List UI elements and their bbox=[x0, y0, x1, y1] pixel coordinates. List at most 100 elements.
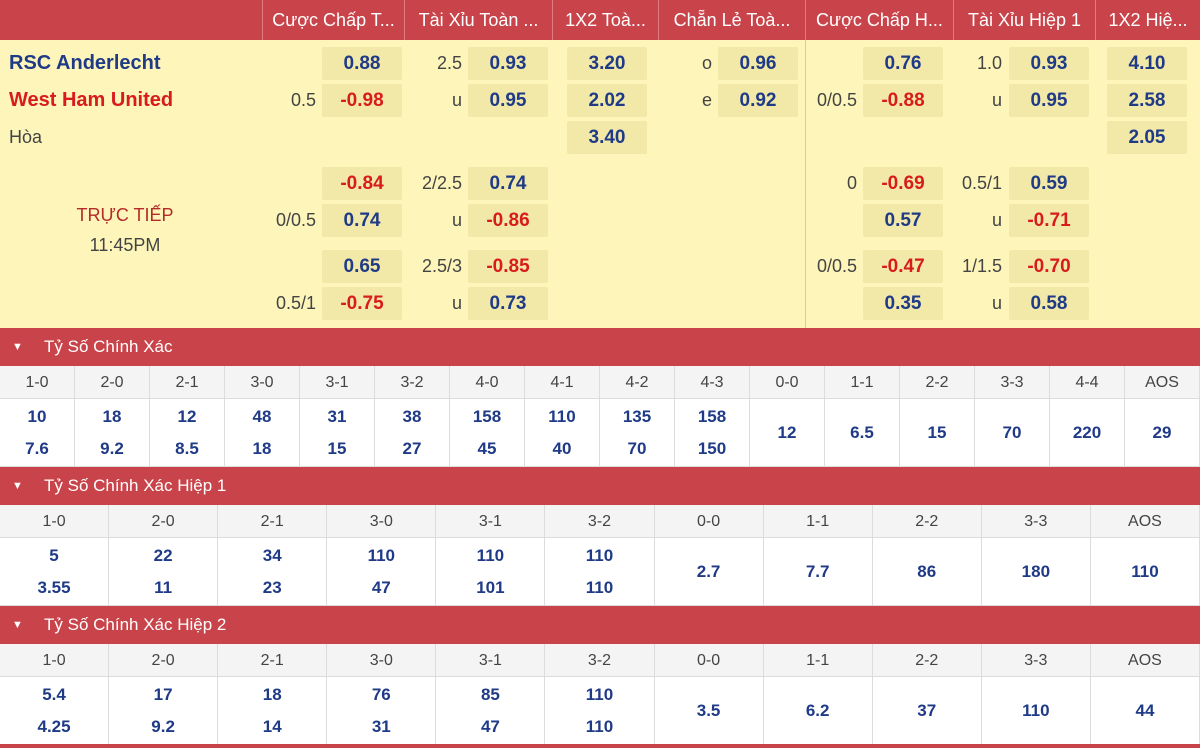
away-score-odd[interactable]: 23 bbox=[262, 578, 282, 597]
home-score-odd[interactable]: 31 bbox=[327, 407, 347, 426]
home-score-odd[interactable]: 158 bbox=[697, 407, 727, 426]
ft-ou-under-odd[interactable]: 0.95 bbox=[468, 84, 548, 117]
home-score-odd[interactable]: 48 bbox=[252, 407, 272, 426]
away-score-odd[interactable]: 110 bbox=[585, 717, 614, 736]
away-score-odd[interactable]: 31 bbox=[371, 717, 391, 736]
away-score-odd[interactable]: 14 bbox=[262, 717, 282, 736]
ft-hdp-away-odd[interactable]: -0.98 bbox=[322, 84, 402, 117]
draw-score-odd[interactable]: 37 bbox=[917, 701, 937, 720]
chevron-down-icon[interactable]: ▼ bbox=[12, 619, 23, 631]
ft-hdp-alt1-home-odd[interactable]: -0.84 bbox=[322, 167, 402, 200]
draw-score-odd[interactable]: 110 bbox=[1131, 562, 1159, 581]
home-score-odd[interactable]: 110 bbox=[367, 546, 396, 565]
h1-ou-under-odd[interactable]: 0.95 bbox=[1009, 84, 1089, 117]
ft-hdp-alt2-home-odd[interactable]: 0.65 bbox=[322, 250, 402, 283]
ft-ou-alt2-under-odd[interactable]: 0.73 bbox=[468, 287, 548, 320]
ft-ou-alt2-over-odd[interactable]: -0.85 bbox=[468, 250, 548, 283]
away-score-odd[interactable]: 101 bbox=[476, 578, 505, 597]
draw-score-odd[interactable]: 2.7 bbox=[696, 562, 721, 581]
home-score-odd[interactable]: 110 bbox=[548, 407, 576, 426]
home-score-odd[interactable]: 34 bbox=[262, 546, 282, 565]
away-score-odd[interactable]: 150 bbox=[697, 439, 727, 458]
draw-score-odd[interactable]: 220 bbox=[1072, 423, 1102, 442]
draw-score-odd[interactable]: 7.7 bbox=[805, 562, 830, 581]
section-header-3[interactable]: ▼ Tỷ Số Chính Xác Hiệp 2 bbox=[0, 606, 1200, 644]
home-score-odd[interactable]: 38 bbox=[402, 407, 422, 426]
section-header-2[interactable]: ▼ Tỷ Số Chính Xác Hiệp 1 bbox=[0, 467, 1200, 505]
away-score-odd[interactable]: 27 bbox=[402, 439, 422, 458]
col-ft-odd-even[interactable]: Chẵn Lẻ Toà... bbox=[658, 0, 805, 40]
ft-even-odd[interactable]: 0.92 bbox=[718, 84, 798, 117]
draw-score-odd[interactable]: 3.5 bbox=[696, 701, 721, 720]
away-score-odd[interactable]: 8.5 bbox=[175, 439, 199, 458]
chevron-down-icon[interactable]: ▼ bbox=[12, 480, 23, 492]
away-score-odd[interactable]: 9.2 bbox=[151, 717, 175, 736]
col-ft-1x2[interactable]: 1X2 Toà... bbox=[552, 0, 658, 40]
draw-score-odd[interactable]: 12 bbox=[777, 423, 797, 442]
col-ft-over-under[interactable]: Tài Xỉu Toàn ... bbox=[404, 0, 552, 40]
ft-ou-alt1-over-odd[interactable]: 0.74 bbox=[468, 167, 548, 200]
h1-hdp-alt2-away-odd[interactable]: 0.35 bbox=[863, 287, 943, 320]
h1-ou-alt2-over-odd[interactable]: -0.70 bbox=[1009, 250, 1089, 283]
ft-ou-alt1-under-odd[interactable]: -0.86 bbox=[468, 204, 548, 237]
away-score-odd[interactable]: 47 bbox=[480, 717, 500, 736]
h1-ou-alt1-over-odd[interactable]: 0.59 bbox=[1009, 167, 1089, 200]
home-score-odd[interactable]: 85 bbox=[480, 685, 500, 704]
ft-hdp-alt2-away-odd[interactable]: -0.75 bbox=[322, 287, 402, 320]
h1-hdp-alt1-home-odd[interactable]: -0.69 bbox=[863, 167, 943, 200]
away-score-odd[interactable]: 9.2 bbox=[100, 439, 124, 458]
ft-hdp-home-odd[interactable]: 0.88 bbox=[322, 47, 402, 80]
draw-score-odd[interactable]: 6.2 bbox=[805, 701, 830, 720]
draw-score-odd[interactable]: 86 bbox=[917, 562, 937, 581]
home-score-odd[interactable]: 5.4 bbox=[42, 685, 66, 704]
away-score-odd[interactable]: 15 bbox=[327, 439, 347, 458]
draw-score-odd[interactable]: 15 bbox=[927, 423, 947, 442]
col-h1-over-under[interactable]: Tài Xỉu Hiệp 1 bbox=[953, 0, 1095, 40]
home-score-odd[interactable]: 22 bbox=[153, 546, 173, 565]
away-score-odd[interactable]: 11 bbox=[154, 578, 173, 597]
ft-ou-over-odd[interactable]: 0.93 bbox=[468, 47, 548, 80]
home-score-odd[interactable]: 18 bbox=[262, 685, 282, 704]
home-score-odd[interactable]: 17 bbox=[153, 685, 173, 704]
home-score-odd[interactable]: 158 bbox=[472, 407, 502, 426]
away-score-odd[interactable]: 4.25 bbox=[37, 717, 71, 736]
h1-hdp-away-odd[interactable]: -0.88 bbox=[863, 84, 943, 117]
home-score-odd[interactable]: 5 bbox=[49, 546, 59, 565]
draw-score-odd[interactable]: 180 bbox=[1021, 562, 1051, 581]
draw-score-odd[interactable]: 29 bbox=[1152, 423, 1172, 442]
ft-hdp-alt1-away-odd[interactable]: 0.74 bbox=[322, 204, 402, 237]
h1-hdp-alt1-away-odd[interactable]: 0.57 bbox=[863, 204, 943, 237]
ft-1x2-home-odd[interactable]: 3.20 bbox=[567, 47, 647, 80]
draw-score-odd[interactable]: 110 bbox=[1022, 701, 1050, 720]
away-score-odd[interactable]: 70 bbox=[627, 439, 647, 458]
ft-odd-odd[interactable]: 0.96 bbox=[718, 47, 798, 80]
h1-ou-over-odd[interactable]: 0.93 bbox=[1009, 47, 1089, 80]
away-score-odd[interactable]: 45 bbox=[477, 439, 497, 458]
home-score-odd[interactable]: 110 bbox=[476, 546, 505, 565]
col-h1-1x2[interactable]: 1X2 Hiệ... bbox=[1095, 0, 1200, 40]
home-score-odd[interactable]: 10 bbox=[27, 407, 47, 426]
home-score-odd[interactable]: 12 bbox=[177, 407, 197, 426]
h1-ou-alt2-under-odd[interactable]: 0.58 bbox=[1009, 287, 1089, 320]
h1-hdp-alt2-home-odd[interactable]: -0.47 bbox=[863, 250, 943, 283]
section-header-1[interactable]: ▼ Tỷ Số Chính Xác bbox=[0, 328, 1200, 366]
home-score-odd[interactable]: 135 bbox=[622, 407, 652, 426]
home-score-odd[interactable]: 18 bbox=[102, 407, 122, 426]
away-score-odd[interactable]: 40 bbox=[552, 439, 572, 458]
home-score-odd[interactable]: 110 bbox=[585, 685, 614, 704]
col-ft-handicap[interactable]: Cược Chấp T... bbox=[262, 0, 404, 40]
h1-1x2-away-odd[interactable]: 2.58 bbox=[1107, 84, 1187, 117]
ft-1x2-draw-odd[interactable]: 3.40 bbox=[567, 121, 647, 154]
draw-score-odd[interactable]: 44 bbox=[1135, 701, 1155, 720]
col-h1-handicap[interactable]: Cược Chấp H... bbox=[805, 0, 953, 40]
away-score-odd[interactable]: 110 bbox=[585, 578, 614, 597]
away-score-odd[interactable]: 47 bbox=[371, 578, 391, 597]
chevron-down-icon[interactable]: ▼ bbox=[12, 341, 23, 353]
h1-1x2-home-odd[interactable]: 4.10 bbox=[1107, 47, 1187, 80]
away-score-odd[interactable]: 3.55 bbox=[37, 578, 71, 597]
away-score-odd[interactable]: 7.6 bbox=[25, 439, 49, 458]
home-score-odd[interactable]: 110 bbox=[585, 546, 614, 565]
draw-score-odd[interactable]: 6.5 bbox=[850, 423, 874, 442]
home-score-odd[interactable]: 76 bbox=[371, 685, 391, 704]
h1-1x2-draw-odd[interactable]: 2.05 bbox=[1107, 121, 1187, 154]
